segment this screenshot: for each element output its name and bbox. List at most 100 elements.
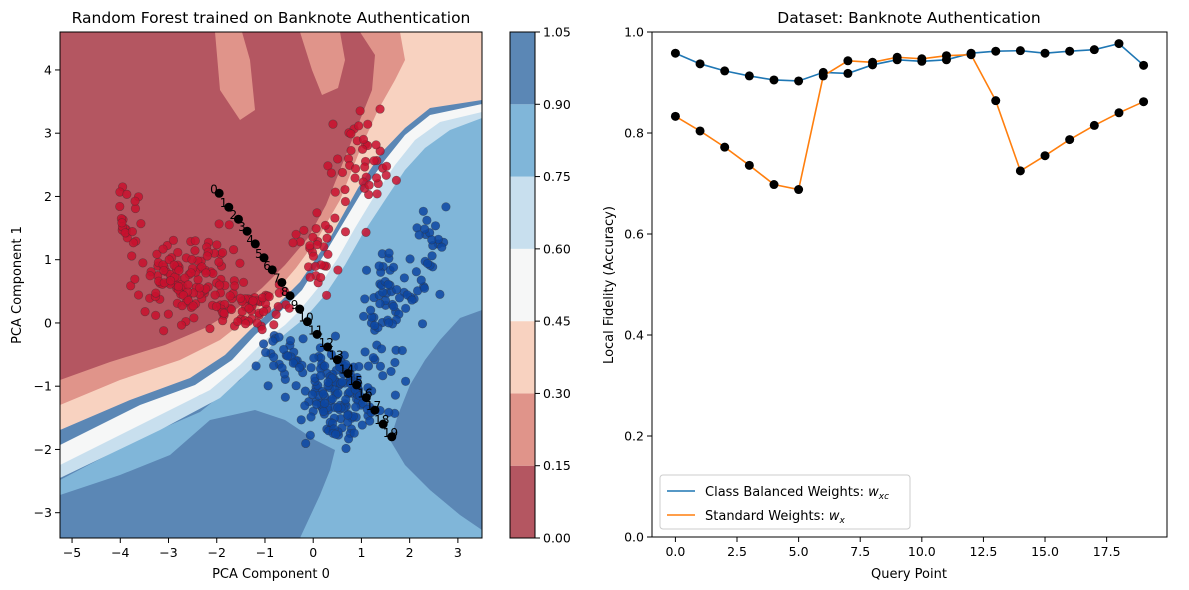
data-point xyxy=(365,305,376,315)
data-point xyxy=(296,415,306,425)
series-marker xyxy=(1114,108,1124,118)
data-point xyxy=(225,291,235,301)
query-point-label: 9 xyxy=(291,298,299,312)
data-point xyxy=(330,187,340,197)
legend-label-balanced-text: Class Balanced Weights: xyxy=(705,485,868,500)
query-point xyxy=(242,226,252,236)
data-point xyxy=(288,358,298,368)
contour-level-0.45 xyxy=(60,104,482,465)
data-point xyxy=(211,301,222,312)
series-marker xyxy=(1114,39,1124,49)
data-point xyxy=(320,361,330,371)
series-marker xyxy=(892,52,902,62)
data-point xyxy=(419,283,430,293)
data-point xyxy=(311,399,322,409)
series-marker xyxy=(818,71,828,81)
data-point xyxy=(320,220,330,230)
data-point xyxy=(288,238,298,248)
data-point xyxy=(316,272,326,283)
query-point xyxy=(332,355,342,365)
data-point xyxy=(414,230,424,240)
data-point xyxy=(258,307,269,317)
data-point xyxy=(210,290,220,300)
data-point xyxy=(230,281,240,291)
data-point xyxy=(361,227,371,237)
data-point xyxy=(159,265,169,276)
data-point xyxy=(224,220,234,230)
data-point xyxy=(190,236,200,246)
y-tick-label: 4 xyxy=(44,62,52,77)
data-point xyxy=(411,267,421,277)
x-tick-label: −4 xyxy=(111,545,129,560)
series-marker xyxy=(991,96,1001,106)
data-point xyxy=(392,284,402,295)
data-point xyxy=(360,347,370,357)
data-point xyxy=(173,247,183,258)
data-point xyxy=(369,156,379,166)
data-point xyxy=(307,389,317,400)
data-point xyxy=(375,104,385,114)
data-point xyxy=(350,164,361,174)
colorbar-tick-label: 0.75 xyxy=(543,169,571,184)
x-tick-label: 2 xyxy=(406,545,414,560)
data-point xyxy=(363,119,373,129)
y-tick-label: 0.2 xyxy=(624,429,644,444)
data-point xyxy=(394,293,405,303)
data-point xyxy=(201,268,211,278)
data-point xyxy=(381,161,392,171)
data-point xyxy=(384,318,394,328)
series-marker xyxy=(670,48,680,58)
y-tick-label: −2 xyxy=(34,442,52,457)
data-point xyxy=(386,366,396,377)
query-point xyxy=(214,188,224,198)
query-point xyxy=(267,265,277,275)
series-marker xyxy=(1139,97,1149,107)
data-point xyxy=(194,283,205,293)
query-point-label: 10 xyxy=(298,311,313,325)
data-point xyxy=(418,206,428,216)
data-point xyxy=(263,381,273,391)
data-point xyxy=(368,353,378,363)
data-point xyxy=(257,325,267,335)
data-point xyxy=(145,271,155,281)
data-point xyxy=(117,218,127,228)
data-point xyxy=(326,168,336,178)
data-point xyxy=(189,313,199,323)
query-point-label: 12 xyxy=(319,336,334,350)
data-point xyxy=(388,262,399,272)
data-point xyxy=(217,248,228,258)
data-point xyxy=(316,371,326,381)
series-marker xyxy=(1089,45,1099,55)
query-point xyxy=(233,214,243,224)
y-tick-label: 0.8 xyxy=(624,126,644,141)
series-marker xyxy=(720,66,730,76)
query-point xyxy=(259,253,269,263)
left-y-ticks: −3 −2 −1 0 1 2 3 4 xyxy=(34,62,60,520)
legend: Class Balanced Weights: wxc Standard Wei… xyxy=(659,474,911,530)
y-tick-label: 0.0 xyxy=(624,530,644,545)
data-point xyxy=(351,402,361,412)
colorbar: 0.00 0.15 0.30 0.45 0.60 0.75 0.90 1.05 xyxy=(509,25,571,546)
query-point xyxy=(387,432,397,442)
data-point xyxy=(360,162,370,172)
data-point xyxy=(416,275,426,285)
data-point xyxy=(308,251,319,261)
colorbar-band xyxy=(510,32,535,105)
data-point xyxy=(214,280,225,290)
data-point xyxy=(363,383,373,393)
data-point xyxy=(357,144,368,154)
data-point xyxy=(355,106,365,116)
data-point xyxy=(294,363,305,373)
data-point xyxy=(277,363,287,373)
left-axes-frame xyxy=(59,31,483,539)
data-point xyxy=(136,219,146,229)
query-point-label: 17 xyxy=(366,399,381,413)
data-point xyxy=(306,412,316,422)
colorbar-bands xyxy=(510,32,535,538)
series-marker xyxy=(1065,135,1075,145)
data-point xyxy=(430,221,441,231)
legend-label-standard-text: Standard Weights: xyxy=(705,509,829,524)
query-point-label: 16 xyxy=(357,387,372,401)
